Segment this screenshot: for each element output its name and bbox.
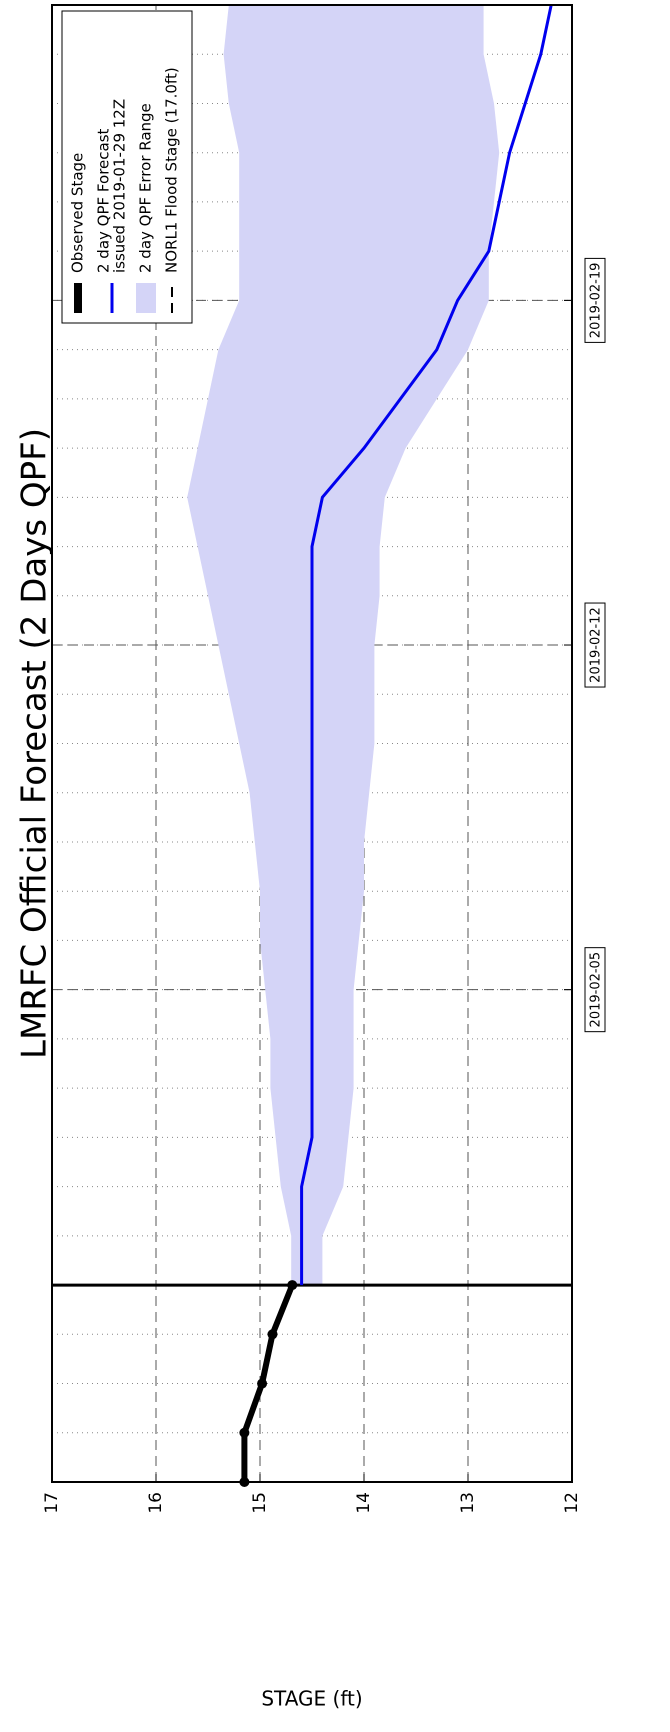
y-tick-label: 14 [354,1492,374,1514]
y-axis-label: STAGE (ft) [261,1687,362,1711]
y-tick-label: 13 [458,1492,478,1514]
legend-swatch [136,283,156,313]
observed-point [287,1280,298,1291]
series-line [300,4,553,1286]
x-tick-box [584,602,606,688]
legend-label: issued 2019-01-29 12Z [111,99,129,273]
y-tick-label: 15 [250,1492,270,1514]
x-tick-box [584,947,606,1033]
legend-box [61,10,193,324]
legend-label: NORL1 Flood Stage (17.0ft) [163,67,181,273]
legend-label: 2 day QPF Forecast [95,128,113,273]
x-tick-label: 2019-02-05 [589,952,604,1028]
legend-label: Observed Stage [69,153,87,273]
y-tick-label: 12 [562,1492,582,1514]
y-tick-label: 17 [42,1492,62,1514]
y-tick-label: 16 [146,1492,166,1514]
error-band [187,5,500,1286]
observed-point [257,1378,268,1389]
legend-label: 2 day QPF Error Range [137,103,155,273]
observed-point [239,1427,250,1438]
observed-point [267,1329,278,1340]
rotated-chart: LMRFC Official Forecast (2 Days QPF) STAG… [15,4,606,1711]
x-tick-box [584,257,606,343]
chart-title: LMRFC Official Forecast (2 Days QPF) [15,428,55,1059]
x-tick-label: 2019-02-19 [589,263,604,339]
x-tick-label: 2019-02-12 [589,607,604,683]
plot-frame [51,4,573,1483]
